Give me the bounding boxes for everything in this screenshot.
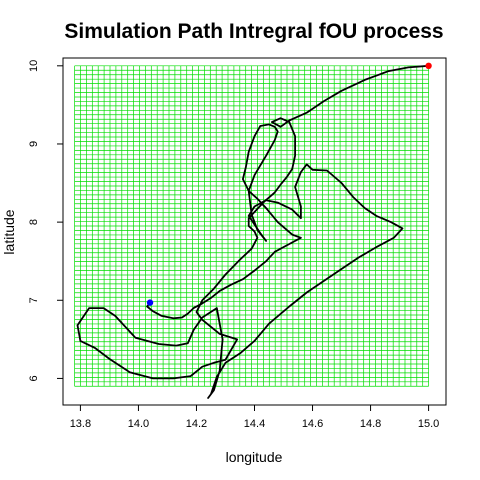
start-point-marker	[425, 62, 432, 70]
x-tick-label: 14.2	[186, 418, 207, 430]
end-point-marker	[146, 299, 154, 306]
y-tick-label: 10	[28, 60, 40, 72]
x-axis-label: longitude	[226, 449, 283, 465]
x-tick-label: 14.0	[128, 418, 149, 430]
chart-title: Simulation Path Intregral fOU process	[64, 20, 443, 43]
y-tick-label: 8	[28, 219, 40, 225]
y-axis-label: latitude	[1, 209, 17, 254]
x-tick-label: 14.6	[302, 418, 323, 430]
y-tick-label: 9	[28, 141, 40, 147]
x-tick-label: 14.8	[360, 418, 381, 430]
y-tick-label: 7	[28, 297, 40, 303]
y-tick-label: 6	[28, 375, 40, 381]
x-axis: 13.8 14.0 14.2 14.4 14.6 14.8 15.0	[70, 404, 439, 430]
x-tick-label: 13.8	[70, 418, 91, 430]
x-tick-label: 14.4	[244, 418, 265, 430]
y-axis: 6 7 8 9 10	[28, 60, 64, 381]
simulation-path-line	[76, 64, 430, 399]
x-tick-label: 15.0	[418, 418, 439, 430]
grid-lines	[74, 65, 429, 387]
